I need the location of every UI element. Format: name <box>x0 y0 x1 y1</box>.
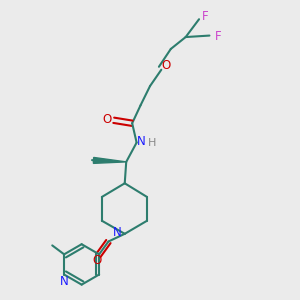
Text: F: F <box>214 30 221 43</box>
Text: N: N <box>137 135 146 148</box>
Text: F: F <box>202 10 208 23</box>
Text: O: O <box>92 254 101 267</box>
Text: N: N <box>113 226 122 239</box>
Text: O: O <box>162 59 171 72</box>
Text: H: H <box>148 138 156 148</box>
Text: O: O <box>103 113 112 126</box>
Polygon shape <box>93 158 126 164</box>
Text: N: N <box>60 274 68 288</box>
